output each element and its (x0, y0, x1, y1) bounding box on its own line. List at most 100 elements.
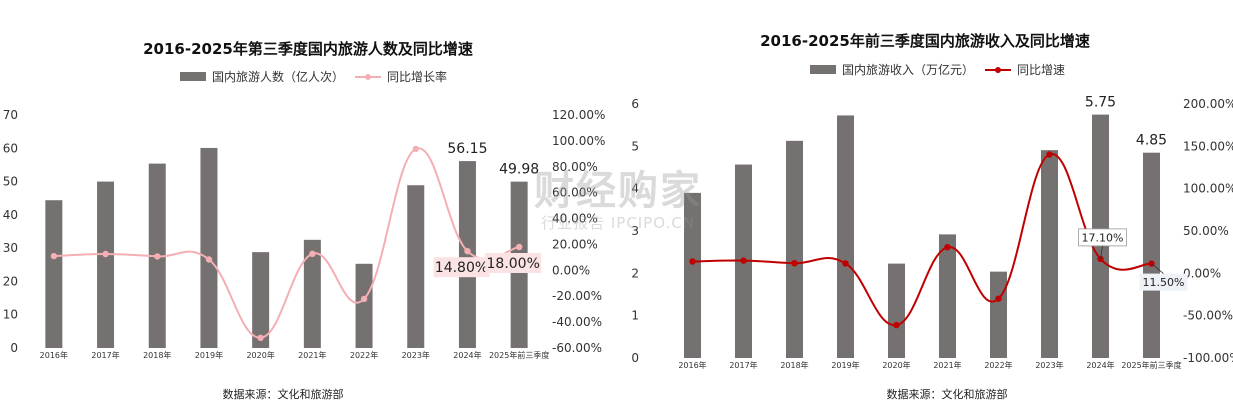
bar-9 (458, 161, 476, 348)
bar-5 (888, 263, 905, 358)
left-axis-tick: 1 (631, 309, 639, 323)
right-axis-tick: 40.00% (552, 212, 598, 226)
right-axis-tick: 120.00% (552, 108, 605, 122)
right-axis-tick: 50.00% (1183, 224, 1229, 238)
legend-swatch-bar (180, 72, 206, 81)
source-note: 数据来源：文化和旅游部 (223, 387, 344, 401)
legend-label-line: 同比增速 (1017, 63, 1065, 77)
left-axis-tick: 0 (10, 341, 18, 355)
line-point-4 (842, 260, 849, 267)
line-point-3 (154, 253, 161, 260)
category-label: 2022年 (350, 350, 378, 360)
category-label: 2016年 (40, 350, 68, 360)
bar-1 (45, 200, 63, 348)
right-axis-tick: 200.00% (1183, 97, 1233, 111)
category-label: 2019年 (831, 360, 859, 370)
legend-label-bar: 国内旅游人数（亿人次） (212, 69, 344, 84)
line-value-leader (1100, 245, 1103, 259)
category-label: 2018年 (143, 350, 171, 360)
chart-title: 2016-2025年前三季度国内旅游收入及同比增速 (760, 32, 1090, 50)
right-axis-tick: -20.00% (552, 289, 602, 303)
bar-6 (939, 234, 956, 358)
category-label: 2025年前三季度 (489, 350, 549, 360)
right-axis-tick: 60.00% (552, 186, 598, 200)
category-label: 2016年 (678, 360, 706, 370)
source-note: 数据来源：文化和旅游部 (887, 387, 1008, 401)
bar-value-label: 5.75 (1085, 95, 1116, 111)
left-axis-tick: 10 (3, 308, 18, 322)
left-axis-tick: 4 (631, 182, 639, 196)
category-label: 2018年 (780, 360, 808, 370)
line-value-label: 18.00% (487, 256, 540, 272)
bar-6 (303, 239, 321, 348)
line-point-2 (740, 257, 747, 264)
growth-line (53, 147, 520, 339)
left-axis-tick: 70 (3, 108, 18, 122)
bar-4 (200, 147, 218, 348)
legend-swatch-marker (995, 67, 1001, 73)
line-point-5 (257, 334, 264, 341)
right-axis-tick: -100.00% (1183, 351, 1233, 365)
line-value-label: 14.80% (435, 260, 488, 276)
bar-5 (252, 252, 270, 348)
line-point-8 (1046, 151, 1053, 158)
line-point-6 (944, 244, 951, 251)
line-point-6 (309, 250, 316, 257)
line-point-2 (102, 250, 109, 258)
bar-1 (684, 192, 701, 358)
category-label: 2017年 (91, 350, 119, 360)
bar-3 (786, 140, 803, 358)
right-axis-tick: -60.00% (552, 341, 602, 355)
category-label: 2024年 (1086, 360, 1114, 370)
left-axis-tick: 60 (3, 141, 18, 155)
legend-label-bar: 国内旅游收入（万亿元） (842, 62, 974, 77)
bar-value-label: 4.85 (1136, 133, 1167, 149)
bar-value-label: 56.15 (447, 141, 487, 157)
right-axis-tick: 100.00% (552, 134, 605, 148)
line-value-leader (1151, 263, 1164, 274)
line-value-label-box (1139, 273, 1188, 291)
left-axis-tick: 5 (631, 139, 639, 153)
line-point-5 (893, 321, 900, 329)
line-point-1 (50, 252, 58, 260)
line-point-8 (412, 145, 419, 153)
legend-label-line: 同比增长率 (387, 69, 447, 84)
category-label: 2023年 (1035, 360, 1063, 370)
category-label: 2021年 (298, 350, 326, 360)
category-label: 2022年 (984, 360, 1012, 370)
right-axis-tick: 80.00% (552, 160, 598, 174)
category-label: 2020年 (246, 350, 274, 360)
bar-2 (97, 181, 115, 348)
right-axis-tick: 150.00% (1183, 139, 1233, 153)
right-axis-tick: -50.00% (1183, 309, 1233, 323)
bar-4 (837, 115, 854, 359)
line-value-label: 11.50% (1143, 276, 1185, 289)
line-value-label-box (485, 253, 542, 273)
line-value-label: 17.10% (1082, 231, 1124, 244)
left-axis-tick: 2 (631, 266, 639, 280)
chart-panel-tourist-arrivals: 2016-2025年第三季度国内旅游人数及同比增速国内旅游人数（亿人次） 同比增长… (0, 0, 616, 409)
line-point-10 (516, 243, 523, 251)
bar-7 (990, 271, 1007, 358)
legend-swatch-marker (365, 74, 371, 80)
category-label: 2019年 (195, 350, 223, 360)
legend-swatch-bar (810, 65, 836, 74)
line-point-9 (464, 248, 471, 255)
line-point-4 (205, 256, 213, 263)
right-axis-tick: 0.00% (1183, 266, 1221, 280)
chart-title: 2016-2025年第三季度国内旅游人数及同比增速 (143, 40, 473, 58)
bar-8 (1041, 150, 1058, 358)
category-label: 2025年前三季度 (1121, 360, 1181, 370)
category-label: 2023年 (402, 350, 430, 360)
left-axis-tick: 20 (3, 274, 18, 288)
bar-value-label: 49.98 (499, 162, 539, 178)
left-axis-tick: 40 (3, 208, 18, 222)
category-label: 2024年 (453, 350, 481, 360)
chart-panel-tourism-revenue: 2016-2025年前三季度国内旅游收入及同比增速国内旅游收入（万亿元） 同比增速… (617, 0, 1233, 409)
right-axis-tick: -40.00% (552, 315, 602, 329)
left-axis-tick: 3 (631, 224, 639, 238)
line-point-3 (791, 260, 798, 267)
category-label: 2017年 (729, 360, 757, 370)
